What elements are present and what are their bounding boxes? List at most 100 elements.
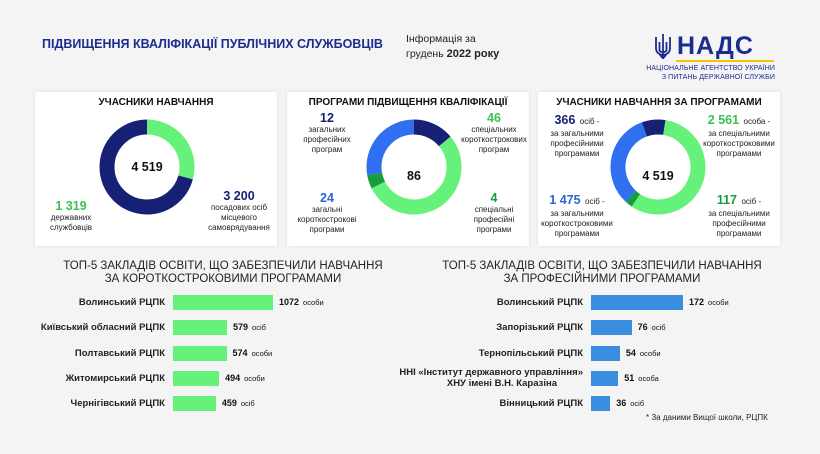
professional-row-label: Волинський РЦПК bbox=[496, 297, 583, 308]
general-prof-programs: 12 загальних професійних програм bbox=[289, 111, 365, 155]
professional-row-unit: особи bbox=[639, 349, 661, 358]
local-officials-label-2: місцевого bbox=[220, 213, 258, 222]
special-short-programs-label-3: програм bbox=[478, 145, 510, 154]
slice-general-prof bbox=[610, 119, 706, 215]
short-term-row-unit: особи bbox=[251, 349, 273, 358]
professional-row-value-label: 76 осіб bbox=[638, 322, 666, 332]
professional-row-value: 51 bbox=[624, 373, 635, 383]
professional-top5-title: ТОП-5 ЗАКЛАДІВ ОСВІТИ, ЩО ЗАБЕЗПЕЧИЛИ НА… bbox=[414, 260, 790, 286]
slice-general-short bbox=[366, 119, 462, 215]
short-term-row-bar bbox=[173, 396, 216, 411]
professional-row-value-label: 54 особи bbox=[626, 348, 661, 358]
short-term-row-value-label: 459 осіб bbox=[222, 398, 255, 408]
general-short-participants-label-2: короткостроковими bbox=[541, 219, 613, 228]
slice-local-officials bbox=[99, 119, 195, 215]
participants-panel: УЧАСНИКИ НАВЧАННЯ 4 519 1 319 державних … bbox=[35, 92, 277, 246]
professional-row-bar bbox=[591, 371, 619, 386]
local-officials-block: 3 200 посадових осіб місцевого самовряду… bbox=[201, 189, 277, 233]
special-short-participants-head: 2 561 особа - bbox=[698, 111, 780, 129]
special-short-participants-label-1: за спеціальними bbox=[708, 129, 770, 138]
general-prof-participants: 366 осіб - за загальними професійними пр… bbox=[538, 111, 616, 159]
professional-row-value: 54 bbox=[625, 348, 636, 358]
short-term-row-unit: особи bbox=[303, 298, 324, 307]
special-prof-participants: 117 осіб - за спеціальними професійними … bbox=[698, 191, 780, 239]
footnote: * За даними Вищої школи, РЦПК bbox=[646, 413, 768, 422]
special-prof-programs-label-1: спеціальні bbox=[474, 205, 514, 214]
civil-servants-label-2: службовців bbox=[49, 223, 93, 232]
general-short-participants-label-1: за загальними bbox=[550, 209, 604, 218]
special-prof-programs-value: 4 bbox=[490, 191, 498, 205]
general-prof-programs-label-1: загальних bbox=[308, 125, 346, 134]
professional-row-value: 36 bbox=[616, 398, 627, 408]
professional-row-bar bbox=[591, 396, 611, 411]
short-term-row-label: Житомирський РЦПК bbox=[65, 373, 165, 384]
general-prof-participants-value: 366 bbox=[554, 113, 576, 127]
short-term-row-value-label: 574 особи bbox=[233, 348, 273, 358]
report-period-line1: Інформація за bbox=[406, 33, 476, 45]
programs-panel: ПРОГРАМИ ПІДВИЩЕННЯ КВАЛІФІКАЦІЇ 86 12 з… bbox=[287, 92, 529, 246]
short-term-row-value-label: 579 осіб bbox=[233, 322, 266, 332]
special-short-programs: 46 спеціальних короткострокових програм bbox=[459, 111, 529, 155]
civil-servants-value: 1 319 bbox=[55, 199, 87, 213]
local-officials-value: 3 200 bbox=[223, 189, 255, 203]
general-short-participants-label-3: програмами bbox=[554, 229, 600, 238]
general-prof-participants-head: 366 осіб - bbox=[538, 111, 616, 129]
special-prof-participants-head: 117 осіб - bbox=[698, 191, 780, 209]
short-term-row-bar bbox=[173, 295, 273, 310]
professional-row-unit: осіб bbox=[630, 399, 645, 408]
general-prof-participants-label-1: за загальними bbox=[550, 129, 604, 138]
general-short-programs-label-1: загальні bbox=[311, 205, 343, 214]
civil-servants-block: 1 319 державних службовців bbox=[39, 199, 103, 233]
logo-subtitle: НАЦІОНАЛЬНЕ АГЕНТСТВО УКРАЇНИ З ПИТАНЬ Д… bbox=[645, 64, 775, 82]
short-term-row-unit: особи bbox=[244, 374, 265, 383]
professional-row-label: Тернопільський РЦПК bbox=[478, 348, 583, 359]
general-short-participants-value: 1 475 bbox=[549, 193, 581, 207]
short-term-row-label: Київський обласний РЦПК bbox=[40, 322, 165, 333]
report-period-line2: грудень 2022 року bbox=[406, 47, 499, 62]
professional-row-value: 172 bbox=[689, 297, 705, 307]
special-short-participants: 2 561 особа - за спеціальними короткостр… bbox=[698, 111, 780, 159]
short-term-row-label: Полтавський РЦПК bbox=[74, 348, 165, 359]
participants-title: УЧАСНИКИ НАВЧАННЯ bbox=[98, 97, 214, 108]
short-term-row-label: Волинський РЦПК bbox=[78, 297, 165, 308]
general-prof-programs-label-2: професійних bbox=[303, 135, 351, 144]
general-short-participants: 1 475 осіб - за загальними короткостроко… bbox=[538, 191, 616, 239]
general-short-programs: 24 загальні короткострокові програми bbox=[289, 191, 365, 235]
professional-row-bar bbox=[591, 320, 632, 335]
special-prof-programs-label-2: професійні bbox=[473, 215, 515, 224]
programs-total: 86 bbox=[407, 169, 421, 183]
professional-top5-title-1: ТОП-5 ЗАКЛАДІВ ОСВІТИ, ЩО ЗАБЕЗПЕЧИЛИ НА… bbox=[442, 260, 762, 272]
page-title: ПІДВИЩЕННЯ КВАЛІФІКАЦІЇ ПУБЛІЧНИХ СЛУЖБО… bbox=[42, 37, 383, 51]
by-program-panel: УЧАСНИКИ НАВЧАННЯ ЗА ПРОГРАМАМИ 4 519 36… bbox=[538, 92, 780, 246]
short-term-top5-title-1: ТОП-5 ЗАКЛАДІВ ОСВІТИ, ЩО ЗАБЕЗПЕЧИЛИ НА… bbox=[63, 260, 383, 272]
special-short-participants-suffix: особа - bbox=[743, 117, 771, 126]
professional-row-bar bbox=[591, 346, 620, 361]
professional-row-label: ННІ «Інститут державного управління» ХНУ … bbox=[399, 367, 583, 389]
professional-top5-title-2: ЗА ПРОФЕСІЙНИМИ ПРОГРАМАМИ bbox=[503, 273, 701, 285]
short-term-row-value: 1072 bbox=[279, 297, 300, 307]
professional-row-unit: особи bbox=[708, 298, 729, 307]
short-term-row-bar bbox=[173, 371, 220, 386]
short-term-row-label: Чернігівський РЦПК bbox=[70, 398, 165, 409]
special-prof-participants-label-2: професійними bbox=[712, 219, 766, 228]
special-prof-participants-suffix: осіб - bbox=[741, 197, 762, 206]
professional-row-value-label: 36 осіб bbox=[616, 398, 644, 408]
trident-icon bbox=[655, 34, 671, 59]
short-term-row-value: 494 bbox=[225, 373, 241, 383]
special-short-participants-value: 2 561 bbox=[707, 113, 740, 127]
short-term-row-value: 574 bbox=[232, 348, 248, 358]
special-prof-programs: 4 спеціальні професійні програми bbox=[459, 191, 529, 235]
short-term-row-value-label: 1072 особи bbox=[279, 297, 324, 307]
report-month: грудень bbox=[406, 48, 444, 60]
report-year: 2022 року bbox=[446, 48, 500, 60]
general-short-participants-suffix: осіб - bbox=[585, 197, 605, 206]
report-period: Інформація за грудень 2022 року bbox=[406, 32, 499, 62]
civil-servants-label-1: державних bbox=[50, 213, 92, 222]
professional-row-unit: особа bbox=[638, 374, 659, 383]
professional-row-bar bbox=[591, 295, 683, 310]
participants-donut bbox=[99, 119, 195, 215]
logo-subtitle-line2: З ПИТАНЬ ДЕРЖАВНОЇ СЛУЖБИ bbox=[661, 74, 775, 81]
general-prof-participants-label-3: програмами bbox=[554, 149, 600, 158]
special-short-programs-label-1: спеціальних bbox=[471, 125, 517, 134]
short-term-row-bar bbox=[173, 346, 227, 361]
